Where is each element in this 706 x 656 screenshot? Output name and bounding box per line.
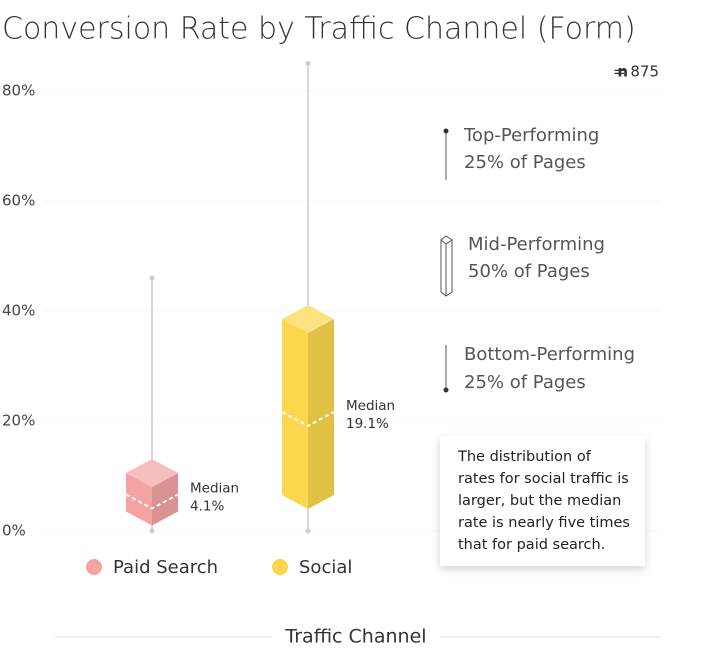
chart-title: Conversion Rate by Traffic Channel (Form…: [2, 12, 636, 47]
legend-swatch: [86, 559, 102, 575]
box-right-face: [152, 473, 178, 526]
key-icon: [443, 128, 449, 134]
whisker-end: [305, 61, 311, 66]
box-top-face: [126, 459, 178, 487]
y-tick-label: 20%: [2, 412, 35, 430]
y-tick-label: 60%: [2, 192, 35, 210]
key-label: Mid-Performing: [468, 234, 605, 255]
key-icon: [440, 235, 453, 297]
x-axis-label: Traffic Channel: [284, 626, 426, 648]
key-sublabel: 25% of Pages: [464, 152, 586, 173]
key-label: Top-Performing: [463, 125, 599, 146]
whisker-end: [149, 528, 155, 534]
median-line: [125, 493, 179, 510]
box-right-face: [308, 319, 334, 509]
median-line: [281, 411, 335, 428]
sample-symbol: n: [617, 63, 628, 81]
key-sublabel: 50% of Pages: [468, 261, 590, 282]
box-group: Median 19.1%: [281, 61, 395, 534]
y-tick-label: 0%: [2, 522, 26, 540]
key-label: Bottom-Performing: [464, 344, 635, 365]
whisker-end: [305, 528, 311, 534]
box-top-face: [282, 305, 334, 333]
box-shade: [152, 473, 178, 526]
median-label: Median: [190, 480, 239, 496]
key: Top-Performing 25% of Pages Mid-Performi…: [440, 125, 635, 393]
box-highlight: [282, 305, 334, 333]
whisker-end: [149, 275, 155, 281]
key-sublabel: 25% of Pages: [464, 372, 586, 393]
median-label: Median: [346, 398, 395, 414]
box-highlight: [126, 459, 178, 487]
median-value-label: 19.1%: [346, 416, 389, 432]
key-icon: [443, 387, 449, 393]
box-left-face: [282, 319, 308, 509]
sample-text: = 875: [613, 63, 659, 81]
median-value-label: 4.1%: [190, 498, 224, 514]
legend-label: Paid Search: [113, 557, 218, 578]
box-shade: [308, 319, 334, 509]
legend-label: Social: [299, 557, 352, 578]
y-tick-label: 80%: [2, 82, 35, 100]
box-group: Median 4.1%: [125, 275, 239, 534]
note: The distribution of rates for social tra…: [440, 436, 645, 566]
y-tick-label: 40%: [2, 302, 35, 320]
box-left-face: [126, 473, 152, 526]
legend-swatch: [272, 559, 288, 575]
